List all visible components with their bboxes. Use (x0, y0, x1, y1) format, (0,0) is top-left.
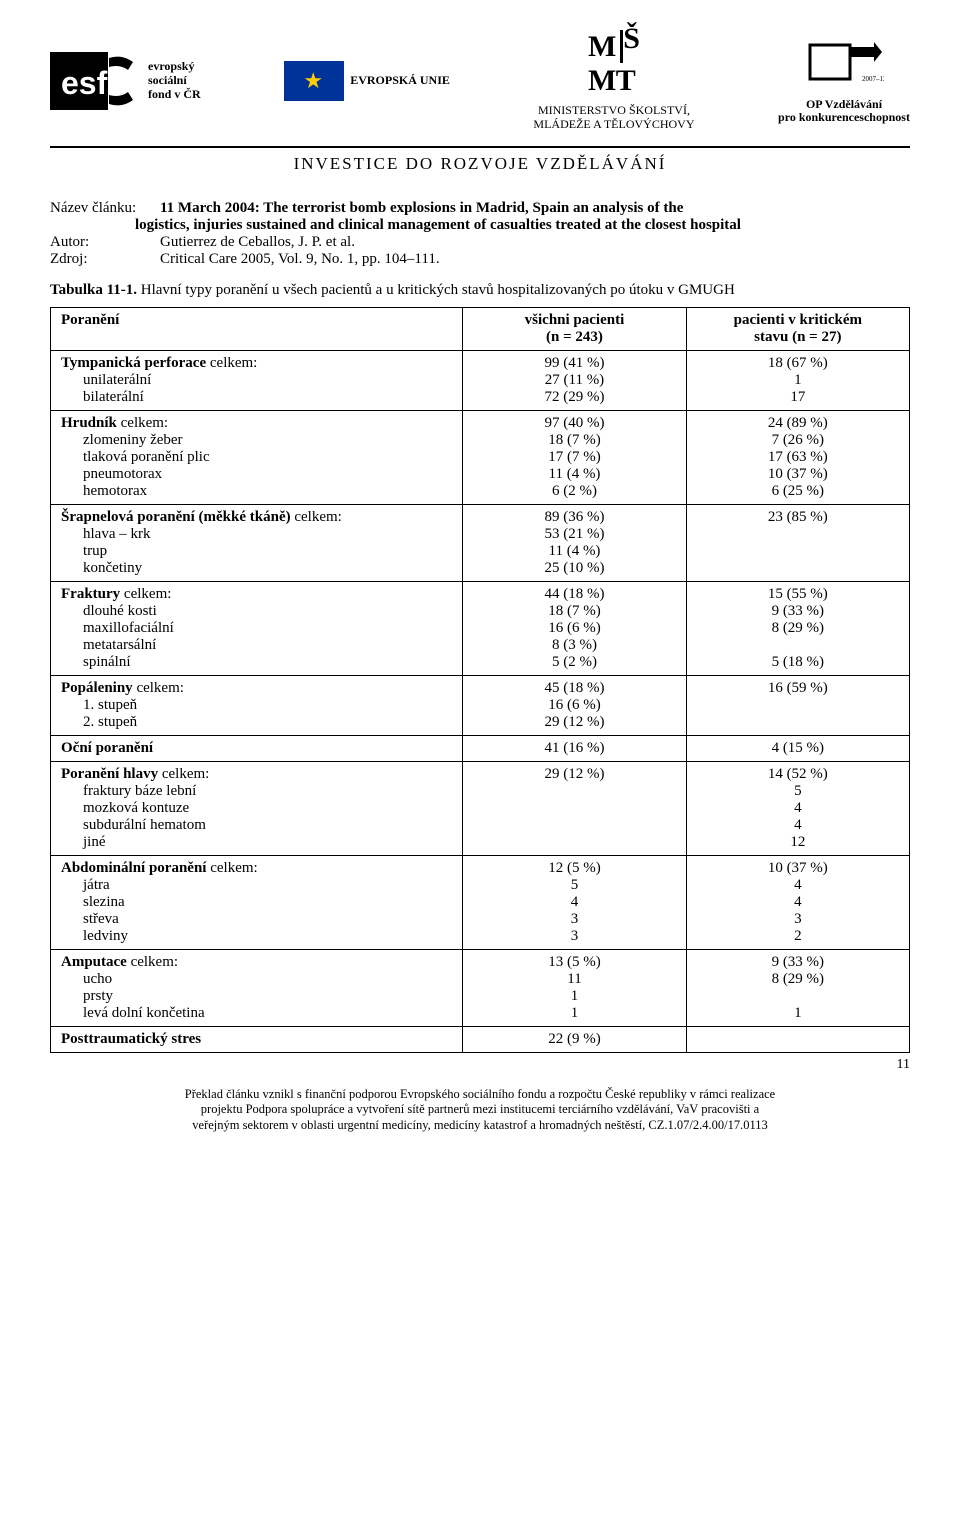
critical-patients-cell: 23 (85 %) (686, 504, 909, 581)
injury-label-cell: Amputace celkem:uchoprstylevá dolní konč… (51, 949, 463, 1026)
critical-patients-cell: 24 (89 %)7 (26 %)17 (63 %)10 (37 %)6 (25… (686, 410, 909, 504)
msmt-logo: MŠ M T MINISTERSTVO ŠKOLSTVÍ, MLÁDEŽE A … (533, 30, 694, 132)
table-row: Abdominální poranění celkem:játraslezina… (51, 855, 910, 949)
critical-patients-cell: 9 (33 %)8 (29 %) 1 (686, 949, 909, 1026)
all-patients-cell: 13 (5 %)1111 (463, 949, 686, 1026)
esf-line1: evropský (148, 59, 194, 73)
all-patients-cell: 99 (41 %)27 (11 %)72 (29 %) (463, 350, 686, 410)
injury-label-cell: Abdominální poranění celkem:játraslezina… (51, 855, 463, 949)
critical-patients-cell: 18 (67 %)117 (686, 350, 909, 410)
autor-value: Gutierrez de Ceballos, J. P. et al. (160, 234, 910, 251)
injury-label-cell: Tympanická perforace celkem:unilaterální… (51, 350, 463, 410)
op-line1: OP Vzdělávání (806, 97, 882, 111)
critical-patients-cell: 16 (59 %) (686, 675, 909, 735)
msmt-icon: MŠ M T (588, 30, 640, 98)
footer-line2: projektu Podpora spolupráce a vytvoření … (201, 1102, 759, 1116)
col-header-3: pacienti v kritickém stavu (n = 27) (686, 307, 909, 350)
footer-text: Překlad článku vznikl s finanční podporo… (50, 1087, 910, 1134)
investment-slogan: INVESTICE DO ROZVOJE VZDĚLÁVÁNÍ (50, 154, 910, 174)
nazev-label: Název článku: (50, 200, 160, 217)
article-title-line1: 11 March 2004: The terrorist bomb explos… (160, 200, 910, 217)
op-icon: 2007–13 (804, 37, 884, 92)
svg-text:esf: esf (61, 65, 108, 101)
injury-label-cell: Popáleniny celkem:1. stupeň2. stupeň (51, 675, 463, 735)
col-header-1: Poranění (51, 307, 463, 350)
article-title-line2: logistics, injuries sustained and clinic… (50, 217, 910, 234)
esf-label: evropský sociální fond v ČR (148, 60, 201, 101)
msmt-label: MINISTERSTVO ŠKOLSTVÍ, MLÁDEŽE A TĚLOVÝC… (533, 104, 694, 132)
all-patients-cell: 89 (36 %)53 (21 %)11 (4 %)25 (10 %) (463, 504, 686, 581)
critical-patients-cell: 10 (37 %)4432 (686, 855, 909, 949)
all-patients-cell: 12 (5 %)5433 (463, 855, 686, 949)
table-title-rest: Hlavní typy poranění u všech pacientů a … (137, 282, 735, 298)
msmt-line1: MINISTERSTVO ŠKOLSTVÍ, (538, 103, 690, 117)
injury-label-cell: Posttraumatický stres (51, 1026, 463, 1052)
injury-label-cell: Poranění hlavy celkem:fraktury báze lebn… (51, 761, 463, 855)
injury-label-cell: Hrudník celkem:zlomeniny žebertlaková po… (51, 410, 463, 504)
zdroj-label: Zdroj: (50, 251, 160, 268)
critical-patients-cell (686, 1026, 909, 1052)
eu-logo: ★ EVROPSKÁ UNIE (284, 61, 450, 101)
table-header-row: Poranění všichni pacienti (n = 243) paci… (51, 307, 910, 350)
esf-logo: esf evropský sociální fond v ČR (50, 52, 201, 110)
all-patients-cell: 22 (9 %) (463, 1026, 686, 1052)
critical-patients-cell: 4 (15 %) (686, 735, 909, 761)
eu-label: EVROPSKÁ UNIE (350, 74, 450, 88)
logo-strip: esf evropský sociální fond v ČR ★ EVROPS… (50, 30, 910, 148)
autor-label: Autor: (50, 234, 160, 251)
footer-line1: Překlad článku vznikl s finanční podporo… (185, 1087, 775, 1101)
esf-line2: sociální (148, 73, 187, 87)
table-title: Tabulka 11-1. Hlavní typy poranění u vše… (50, 282, 910, 299)
critical-patients-cell: 15 (55 %)9 (33 %)8 (29 %) 5 (18 %) (686, 581, 909, 675)
injury-label-cell: Fraktury celkem:dlouhé kostimaxillofaciá… (51, 581, 463, 675)
critical-patients-cell: 14 (52 %)54412 (686, 761, 909, 855)
msmt-line2: MLÁDEŽE A TĚLOVÝCHOVY (533, 117, 694, 131)
table-row: Fraktury celkem:dlouhé kostimaxillofaciá… (51, 581, 910, 675)
table-row: Tympanická perforace celkem:unilaterální… (51, 350, 910, 410)
table-row: Hrudník celkem:zlomeniny žebertlaková po… (51, 410, 910, 504)
op-line2: pro konkurenceschopnost (778, 110, 910, 124)
eu-flag-icon: ★ (284, 61, 344, 101)
op-label: OP Vzdělávání pro konkurenceschopnost (778, 98, 910, 126)
table-row: Popáleniny celkem:1. stupeň2. stupeň45 (… (51, 675, 910, 735)
all-patients-cell: 97 (40 %)18 (7 %)17 (7 %)11 (4 %)6 (2 %) (463, 410, 686, 504)
injury-label-cell: Šrapnelová poranění (měkké tkáně) celkem… (51, 504, 463, 581)
all-patients-cell: 41 (16 %) (463, 735, 686, 761)
table-row: Oční poranění41 (16 %)4 (15 %) (51, 735, 910, 761)
table-row: Šrapnelová poranění (měkké tkáně) celkem… (51, 504, 910, 581)
table-body: Tympanická perforace celkem:unilaterální… (51, 350, 910, 1052)
table-number: Tabulka 11-1. (50, 282, 137, 298)
all-patients-cell: 45 (18 %)16 (6 %)29 (12 %) (463, 675, 686, 735)
zdroj-value: Critical Care 2005, Vol. 9, No. 1, pp. 1… (160, 251, 910, 268)
footer-line3: veřejným sektorem v oblasti urgentní med… (192, 1118, 767, 1132)
all-patients-cell: 29 (12 %) (463, 761, 686, 855)
col-header-2: všichni pacienti (n = 243) (463, 307, 686, 350)
table-row: Posttraumatický stres22 (9 %) (51, 1026, 910, 1052)
table-row: Amputace celkem:uchoprstylevá dolní konč… (51, 949, 910, 1026)
article-header: Název článku: 11 March 2004: The terrori… (50, 200, 910, 268)
esf-line3: fond v ČR (148, 87, 201, 101)
page-number: 11 (50, 1057, 910, 1073)
svg-text:2007–13: 2007–13 (862, 75, 884, 83)
esf-icon: esf (50, 52, 140, 110)
injury-label-cell: Oční poranění (51, 735, 463, 761)
op-logo: 2007–13 OP Vzdělávání pro konkurencescho… (778, 37, 910, 126)
all-patients-cell: 44 (18 %)18 (7 %)16 (6 %)8 (3 %)5 (2 %) (463, 581, 686, 675)
injuries-table: Poranění všichni pacienti (n = 243) paci… (50, 307, 910, 1053)
table-row: Poranění hlavy celkem:fraktury báze lebn… (51, 761, 910, 855)
